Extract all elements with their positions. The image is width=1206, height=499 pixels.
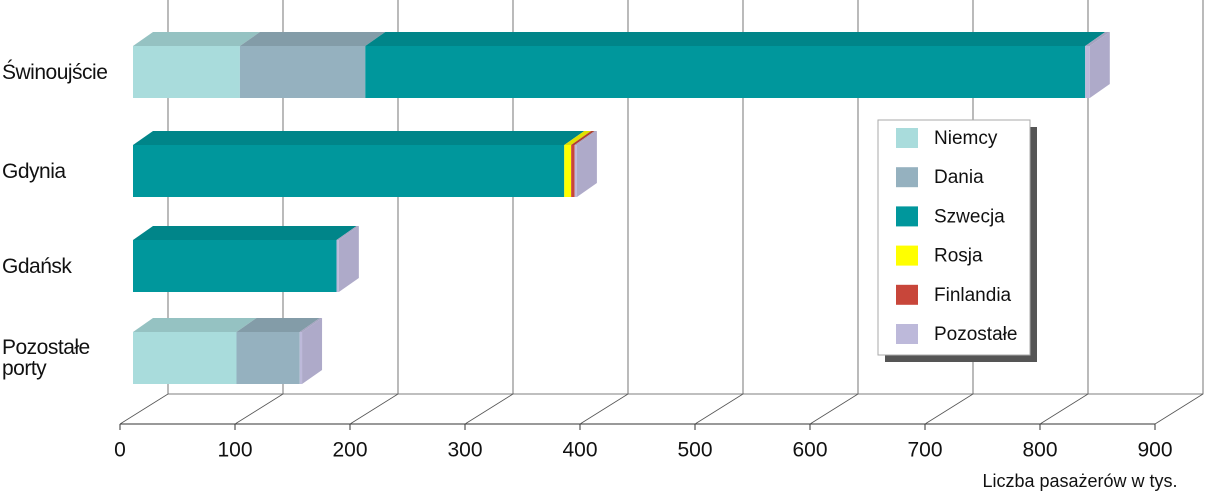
x-tick-label: 300: [447, 439, 482, 462]
x-tick-label: 400: [562, 439, 597, 462]
legend-label: Rosja: [934, 246, 983, 267]
grid-line: [1154, 0, 1204, 425]
bar-top: [571, 131, 595, 145]
bar-segment: [1085, 32, 1110, 98]
bar-segment: [133, 131, 585, 197]
x-tick-label: 100: [217, 439, 252, 462]
bar-side: [338, 226, 359, 292]
x-tick-label: 700: [907, 439, 942, 462]
bar-top: [299, 318, 323, 332]
x-tick-label: 500: [677, 439, 712, 462]
bar-top: [574, 131, 597, 145]
bar: [574, 145, 577, 197]
bar: [1085, 46, 1090, 98]
bar-segment: [133, 318, 257, 384]
category-label: Pozostałe porty: [2, 336, 90, 380]
bar: [336, 240, 339, 292]
bar: [133, 332, 237, 384]
bar: [133, 46, 240, 98]
legend-label: Niemcy: [934, 128, 998, 149]
bar-top: [133, 226, 357, 240]
grid-line: [694, 0, 744, 425]
legend-swatch: [896, 167, 918, 188]
legend-swatch: [896, 128, 918, 148]
bar: [236, 332, 300, 384]
legend-swatch: [896, 245, 918, 266]
grid-line: [579, 0, 629, 425]
legend-swatch: [896, 206, 918, 227]
bar-top: [133, 32, 260, 46]
legend: [877, 119, 1031, 356]
legend-label: Dania: [934, 167, 984, 188]
bar-segment: [299, 318, 323, 384]
legend-label: Szwecja: [934, 206, 1005, 227]
bar-top: [336, 226, 359, 240]
x-tick-label: 200: [332, 439, 367, 462]
bar: [133, 145, 565, 197]
legend-swatch: [896, 284, 918, 305]
bar-top: [236, 318, 320, 332]
bar-segment: [574, 131, 597, 197]
bar-segment: [571, 131, 595, 197]
x-tick-label: 0: [114, 439, 126, 462]
legend-label: Pozostałe: [934, 324, 1017, 345]
x-tick-label: 600: [792, 439, 827, 462]
x-tick-label: 800: [1022, 439, 1057, 462]
grid: [119, 0, 1204, 430]
bar-top: [564, 131, 592, 145]
bar-segment: [365, 32, 1106, 98]
bar-top: [133, 318, 257, 332]
bar: [571, 145, 575, 197]
bar-side: [576, 131, 597, 197]
bar-segment: [133, 226, 357, 292]
bar-segment: [239, 32, 386, 98]
bar: [564, 145, 572, 197]
legend-label: Finlandia: [934, 285, 1012, 306]
bar-segment: [336, 226, 359, 292]
bar-top: [133, 131, 585, 145]
grid-line: [809, 0, 859, 425]
bar: [133, 240, 337, 292]
category-label: Gdańsk: [2, 254, 72, 278]
bar-top: [239, 32, 386, 46]
bar-segment: [236, 318, 320, 384]
bar-side: [1089, 32, 1110, 98]
bar-segment: [133, 32, 260, 98]
x-tick-label: 900: [1137, 439, 1172, 462]
bar-side: [302, 318, 323, 384]
bar: [299, 332, 303, 384]
bar: [239, 46, 366, 98]
category-label: Gdynia: [2, 159, 66, 183]
legend-swatch: [896, 324, 918, 344]
bar-segment: [564, 131, 592, 197]
bar-top: [365, 32, 1106, 46]
grid-line: [1039, 0, 1089, 425]
bar-top: [1085, 32, 1110, 46]
bar: [365, 46, 1086, 98]
category-label: Świnoujście: [2, 60, 108, 84]
x-axis-title: Liczba pasażerów w tys.: [982, 471, 1177, 491]
